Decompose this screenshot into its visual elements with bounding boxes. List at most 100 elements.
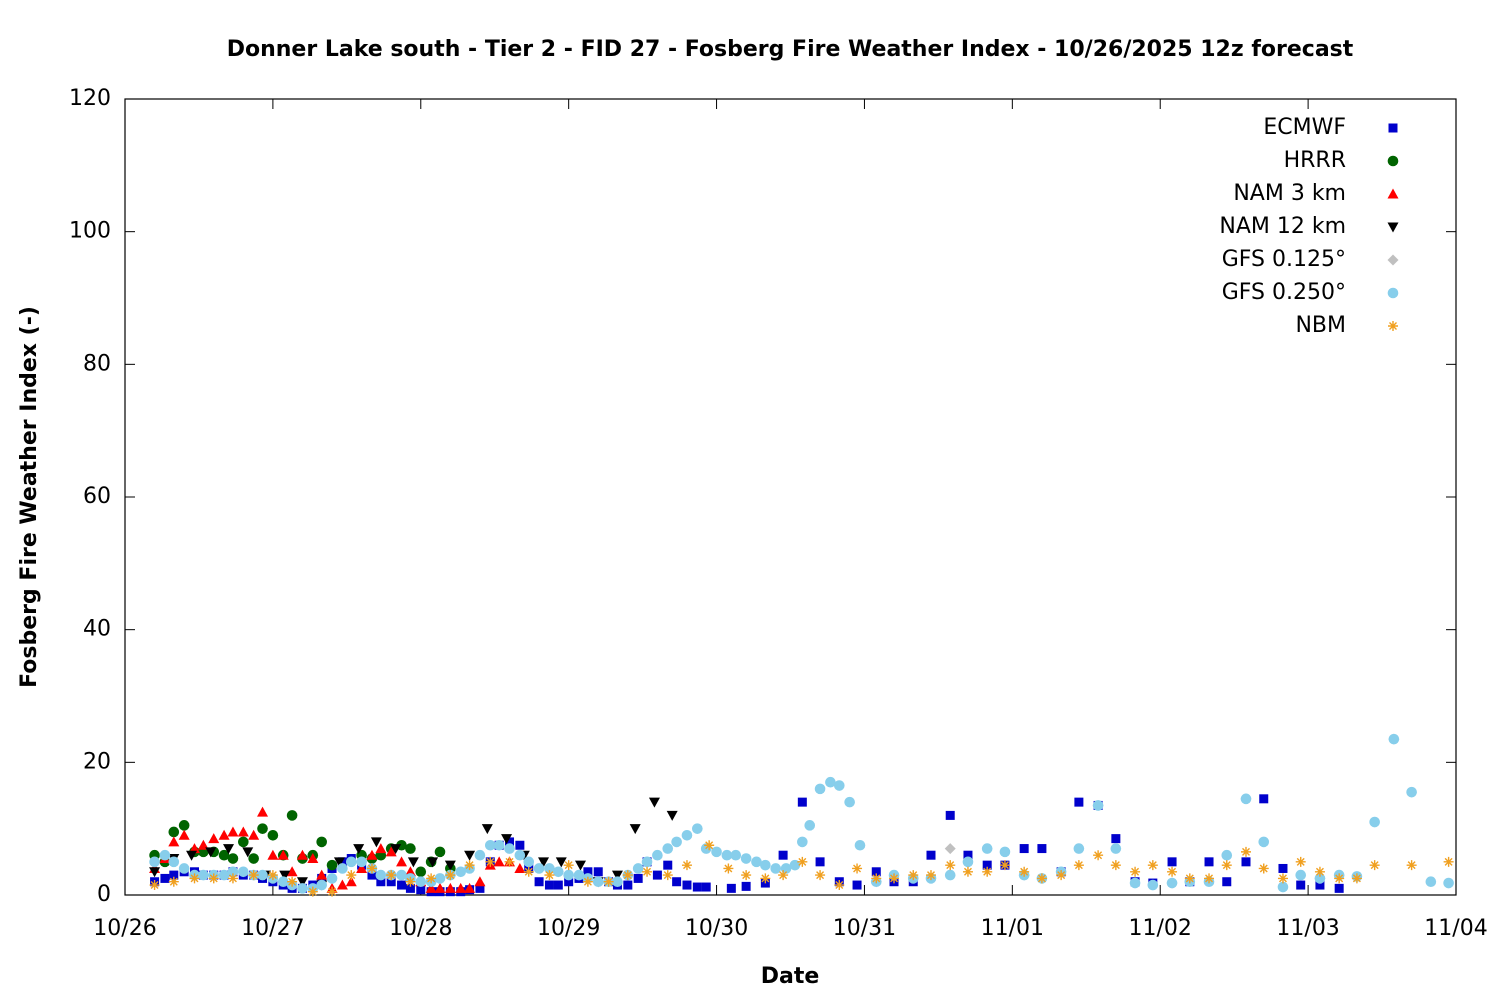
data-point [533,863,545,874]
data-point [227,826,239,837]
data-point [277,849,289,860]
data-point [1092,800,1104,811]
data-point [583,867,593,877]
data-point [327,886,338,897]
data-point [962,866,973,877]
data-point [815,870,826,881]
data-point [1443,877,1454,889]
data-point [889,873,900,884]
data-point [582,876,593,887]
data-point [316,836,327,848]
data-point [515,840,525,850]
x-tick-label: 11/02 [1129,916,1192,941]
data-point [721,849,733,861]
x-tick-label: 11/04 [1424,916,1487,941]
data-point [523,866,534,877]
data-point [573,869,585,881]
data-point [544,880,554,890]
data-point [538,857,550,868]
data-point [1443,856,1454,867]
y-tick-label: 120 [69,86,111,111]
data-point [159,849,171,861]
data-point [189,873,200,884]
data-point [427,857,439,868]
data-point [982,860,992,870]
data-point [396,869,407,881]
data-point [316,869,328,880]
data-point [1295,869,1307,881]
data-point [778,850,788,860]
data-point [632,863,644,874]
data-point [367,870,377,880]
data-point [267,849,279,860]
chart-title: Donner Lake south - Tier 2 - FID 27 - Fo… [227,37,1354,62]
data-point [1073,843,1085,854]
data-point [296,849,308,860]
data-point [1241,857,1251,867]
data-point [1277,873,1288,884]
data-point [223,844,235,855]
x-tick-label: 11/03 [1276,916,1339,941]
data-point [553,866,564,878]
data-point [726,883,736,893]
data-point [1259,794,1269,804]
data-point [376,877,386,887]
data-point [218,829,230,840]
data-point [564,877,574,887]
data-point [574,860,586,871]
data-point [149,867,161,878]
data-point [1093,850,1104,861]
data-point [307,886,318,897]
data-point [197,839,209,850]
data-point [730,849,742,861]
data-point [681,860,692,871]
data-point [238,866,249,878]
data-point [356,856,367,868]
data-point [356,862,368,873]
data-point [504,856,515,867]
data-point [404,866,416,877]
data-point [682,880,692,890]
data-point [337,863,348,874]
data-point [277,876,289,888]
legend-marker [1388,321,1398,331]
data-point [504,843,515,854]
data-point [257,823,268,834]
data-point [544,863,555,874]
y-tick-label: 100 [69,219,111,244]
data-point [815,857,825,867]
data-point [248,853,259,864]
data-point [426,873,437,884]
data-point [445,870,456,881]
data-point [740,853,752,864]
data-point [501,834,513,845]
data-point [405,843,416,854]
data-point [444,882,456,893]
y-tick-label: 80 [83,351,111,376]
data-point [208,873,219,884]
data-point [397,880,407,890]
x-tick-label: 10/28 [389,916,452,941]
data-point [205,847,217,858]
data-point [1258,863,1269,874]
data-point [1019,844,1029,854]
data-point [248,870,259,881]
data-point [825,776,836,788]
data-point [629,824,641,835]
data-point [612,876,623,888]
data-point [662,843,674,854]
x-tick-label: 10/29 [537,916,600,941]
data-point [493,856,505,867]
legend-label: HRRR [1284,148,1346,173]
data-point [672,877,682,887]
data-point [534,877,544,887]
data-point [1111,834,1121,844]
data-point [474,849,486,861]
data-point [296,877,308,888]
data-point [385,846,397,857]
data-point [307,853,319,864]
legend-label: GFS 0.250° [1222,280,1346,305]
data-point [962,856,974,868]
data-point [1295,856,1306,867]
data-point [279,870,291,881]
